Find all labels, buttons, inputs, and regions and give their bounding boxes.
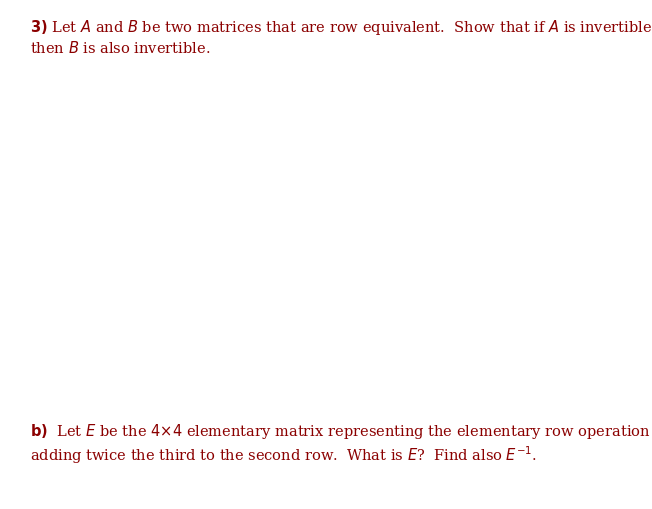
Text: $\mathbf{b)}$  Let $E$ be the $4{\times}4$ elementary matrix representing the el: $\mathbf{b)}$ Let $E$ be the $4{\times}4… — [30, 421, 651, 440]
Text: $\mathbf{3)}$ Let $A$ and $B$ be two matrices that are row equivalent.  Show tha: $\mathbf{3)}$ Let $A$ and $B$ be two mat… — [30, 18, 652, 37]
Text: adding twice the third to the second row.  What is $E$?  Find also $E^{-1}$.: adding twice the third to the second row… — [30, 443, 537, 465]
Text: then $B$ is also invertible.: then $B$ is also invertible. — [30, 40, 211, 56]
